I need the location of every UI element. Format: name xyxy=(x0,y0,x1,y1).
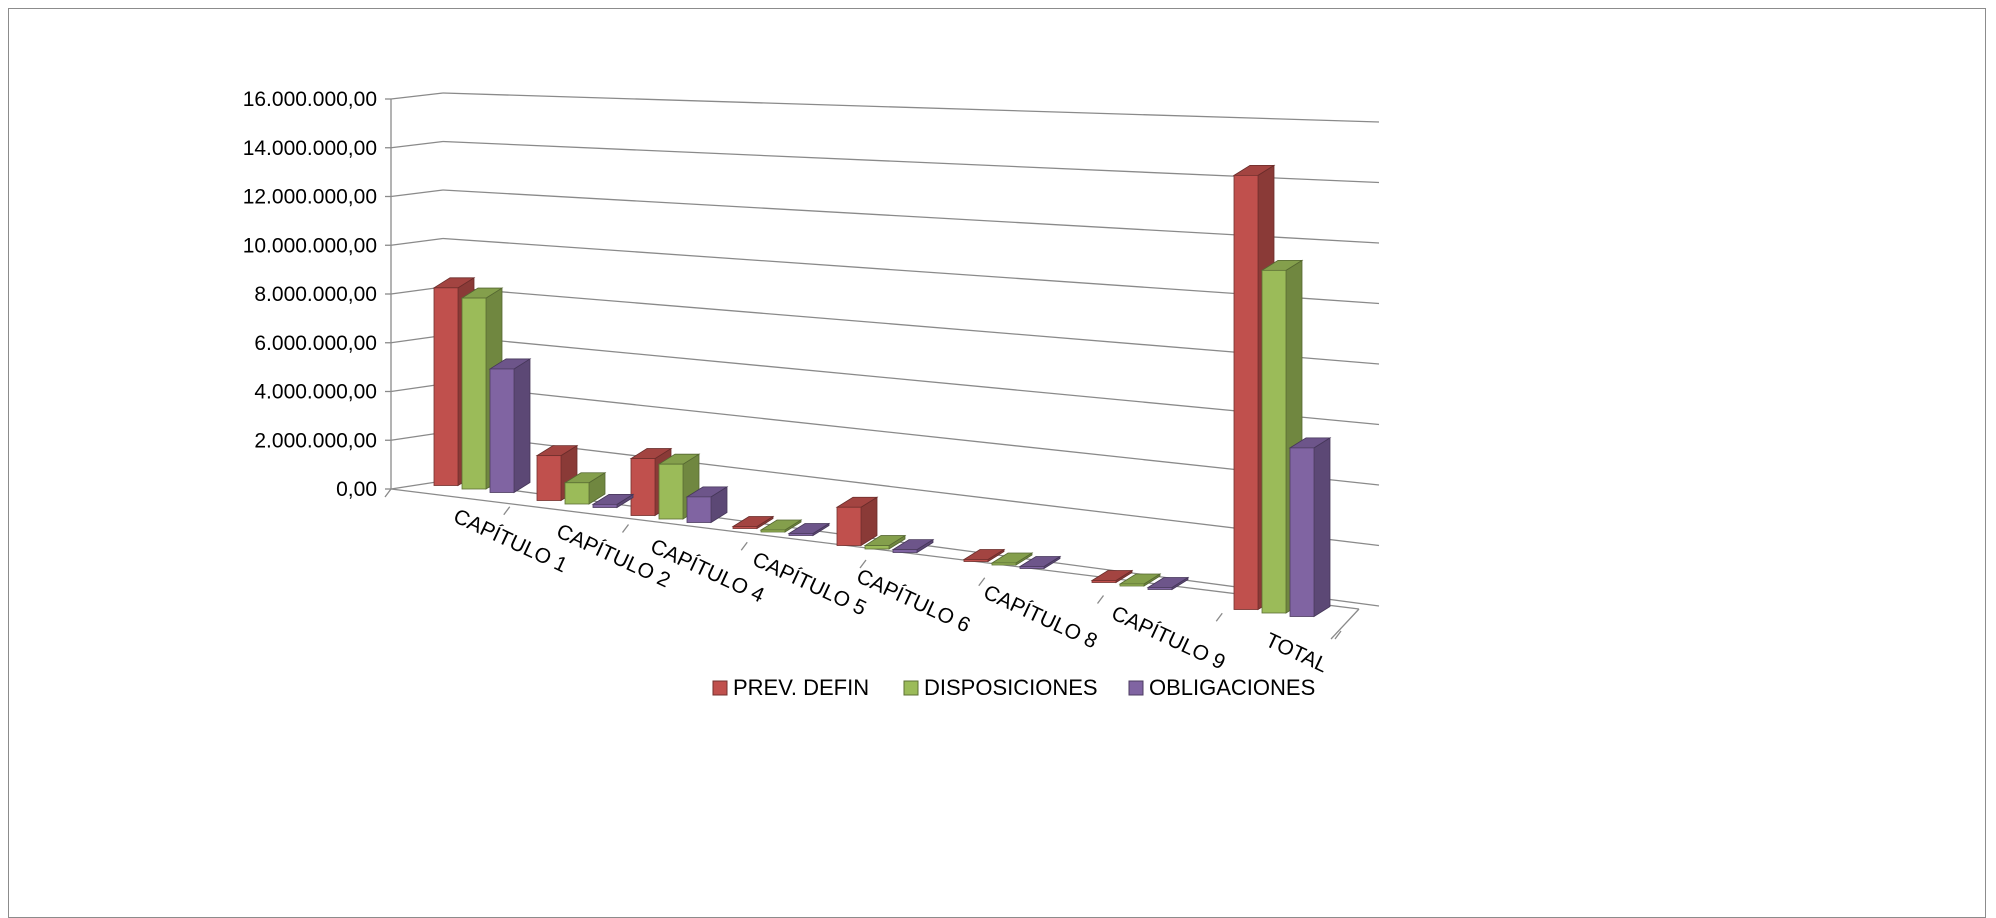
gridline xyxy=(390,237,444,246)
y-tick-label: 8.000.000,00 xyxy=(254,283,377,306)
bar xyxy=(990,552,1034,566)
bar-front xyxy=(1147,587,1173,590)
y-tick-label: 14.000.000,00 xyxy=(243,137,377,160)
legend-swatch xyxy=(1128,680,1144,696)
x-tick-label: CAPÍTULO 1 xyxy=(450,505,571,578)
gridline xyxy=(442,431,1380,547)
bar-front xyxy=(760,529,786,533)
bar-front xyxy=(963,559,989,562)
bar-side xyxy=(513,358,531,494)
bar xyxy=(787,522,831,537)
gridline xyxy=(390,92,444,100)
gridline xyxy=(390,189,444,198)
bar-front xyxy=(630,458,656,516)
bar-front xyxy=(892,549,918,553)
legend-label: DISPOSICIONES xyxy=(924,675,1098,700)
bar-front xyxy=(1091,580,1117,583)
y-tick-label: 16.000.000,00 xyxy=(243,88,377,111)
legend-swatch xyxy=(712,680,728,696)
gridline xyxy=(442,140,1380,184)
bars xyxy=(432,164,1332,618)
x-tick-mark xyxy=(978,577,986,587)
y-tick-label: 4.000.000,00 xyxy=(254,381,377,404)
x-tick-mark xyxy=(859,559,867,569)
legend-item: DISPOSICIONES xyxy=(903,675,1098,700)
bar-front xyxy=(991,562,1017,566)
bar-front xyxy=(732,526,758,529)
chart-area: 0,00 2.000.000,00 4.000.000,00 6.000.000,00… xyxy=(8,8,1986,918)
x-tick-mark xyxy=(740,541,748,551)
x-tick-mark xyxy=(1215,612,1223,622)
gridline xyxy=(442,92,1380,123)
bar-front xyxy=(1019,566,1045,569)
x-tick-label: CAPÍTULO 6 xyxy=(853,565,974,638)
y-tick-label: 10.000.000,00 xyxy=(243,234,377,257)
bar-front xyxy=(686,496,712,523)
bar-front xyxy=(658,463,684,520)
x-tick-mark xyxy=(1334,630,1342,640)
x-tick-mark xyxy=(503,506,511,516)
bar xyxy=(891,538,935,554)
x-tick-mark xyxy=(1096,595,1105,604)
bar-front xyxy=(461,297,487,490)
bar xyxy=(591,493,635,509)
gridline xyxy=(390,140,444,149)
bar xyxy=(563,472,607,505)
y-tick-labels: 0,00 2.000.000,00 4.000.000,00 6.000.000,00… xyxy=(243,88,377,501)
legend-label: PREV. DEFIN xyxy=(733,675,869,700)
y-tick-label: 2.000.000,00 xyxy=(254,429,377,452)
bar-side xyxy=(1313,437,1331,618)
x-tick-mark xyxy=(384,488,392,498)
bar-front xyxy=(536,455,562,501)
bar-front xyxy=(1119,583,1145,587)
bar-front xyxy=(433,287,459,486)
gridline xyxy=(442,189,1380,244)
gridline xyxy=(442,286,1380,365)
x-tick-mark xyxy=(621,524,630,533)
y-tick-label: 6.000.000,00 xyxy=(254,332,377,355)
bar-front xyxy=(788,533,814,536)
floor-edge xyxy=(1330,608,1360,640)
gridline xyxy=(442,237,1380,305)
y-tick-label: 12.000.000,00 xyxy=(243,186,377,209)
legend-item: OBLIGACIONES xyxy=(1128,675,1315,700)
bar-front xyxy=(1289,447,1315,617)
bar xyxy=(759,519,803,533)
bar xyxy=(488,358,532,494)
chart-svg: 0,00 2.000.000,00 4.000.000,00 6.000.000,00… xyxy=(243,88,1380,700)
bar xyxy=(1018,555,1062,570)
gridline xyxy=(442,334,1380,426)
bar xyxy=(1118,573,1162,587)
bar xyxy=(835,496,879,547)
bar-front xyxy=(1233,174,1259,610)
bar-front xyxy=(836,506,862,546)
bar-front xyxy=(489,368,515,493)
bar-front xyxy=(592,503,618,508)
bar xyxy=(962,548,1006,563)
bar xyxy=(863,534,907,550)
legend-swatch xyxy=(903,680,919,696)
bar xyxy=(685,486,729,524)
bar xyxy=(1288,437,1332,618)
bar-front xyxy=(864,545,890,550)
bar-front xyxy=(564,482,590,505)
legend-item: PREV. DEFIN xyxy=(712,675,869,700)
x-tick-label: CAPÍTULO 8 xyxy=(980,581,1101,654)
bar-front xyxy=(1261,269,1287,614)
x-tick-label: TOTAL xyxy=(1262,629,1331,678)
gridlines xyxy=(390,92,1380,607)
gridline xyxy=(442,383,1380,486)
x-tick-label: CAPÍTULO 9 xyxy=(1108,602,1229,675)
legend-label: OBLIGACIONES xyxy=(1149,675,1315,700)
legend: PREV. DEFIN DISPOSICIONES OBLIGACIONES xyxy=(712,675,1315,700)
bar xyxy=(1090,569,1134,584)
x-tick-label: CAPÍTULO 5 xyxy=(749,548,870,621)
y-tick-label: 0,00 xyxy=(336,478,377,501)
bar xyxy=(1146,576,1190,591)
bar xyxy=(731,515,775,530)
